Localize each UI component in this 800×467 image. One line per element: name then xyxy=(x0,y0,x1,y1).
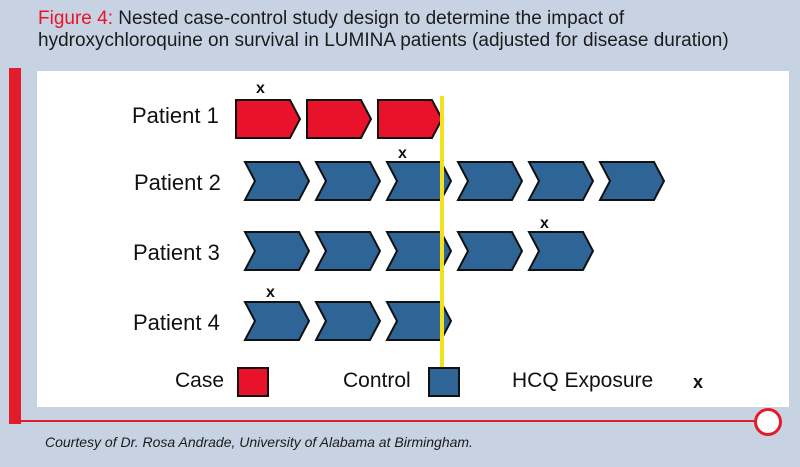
patient-3-segment-2 xyxy=(314,231,382,271)
patient-1-exposure-mark: x xyxy=(256,80,265,97)
patient-1-segment-2 xyxy=(306,99,373,139)
patient-2-segment-2 xyxy=(314,161,382,201)
patient-2-segment-6 xyxy=(598,161,666,201)
patient-3-exposure-mark: x xyxy=(540,215,549,232)
patient-2-label: Patient 2 xyxy=(134,170,221,195)
patient-1-segment-1 xyxy=(235,99,302,139)
patient-2-segment-5 xyxy=(527,161,595,201)
patient-4-exposure-mark: x xyxy=(266,284,275,301)
patient-3-segment-1 xyxy=(243,231,311,271)
patient-4-label: Patient 4 xyxy=(133,310,220,335)
figure-title-line1: Nested case-control study design to dete… xyxy=(118,8,625,29)
courtesy-caption: Courtesy of Dr. Rosa Andrade, University… xyxy=(45,434,473,450)
legend-exposure-symbol: x xyxy=(693,372,704,392)
bottom-accent-line xyxy=(21,420,769,422)
legend-control-swatch xyxy=(428,367,460,397)
left-accent-bar xyxy=(9,68,21,424)
patient-2-segment-4 xyxy=(456,161,524,201)
legend-case-label: Case xyxy=(175,369,225,392)
legend-case-swatch xyxy=(237,367,269,397)
patient-4-segment-1 xyxy=(243,301,311,341)
patient-1-segment-3 xyxy=(377,99,444,139)
patient-2-segment-1 xyxy=(243,161,311,201)
patient-3-label: Patient 3 xyxy=(133,240,220,265)
patient-1-label: Patient 1 xyxy=(132,103,219,128)
legend-control-label: Control xyxy=(343,369,411,392)
patient-2-exposure-mark: x xyxy=(398,145,407,162)
patient-3-segment-5 xyxy=(527,231,595,271)
figure-label: Figure 4: xyxy=(38,8,113,29)
legend-exposure-label: HCQ Exposure xyxy=(512,369,654,392)
figure-title-line2: hydroxychloroquine on survival in LUMINA… xyxy=(38,30,729,51)
patient-3-segment-4 xyxy=(456,231,524,271)
patient-4-segment-2 xyxy=(314,301,382,341)
figure-title: Figure 4: Nested case-control study desi… xyxy=(38,8,798,52)
accent-circle-icon xyxy=(754,408,782,436)
